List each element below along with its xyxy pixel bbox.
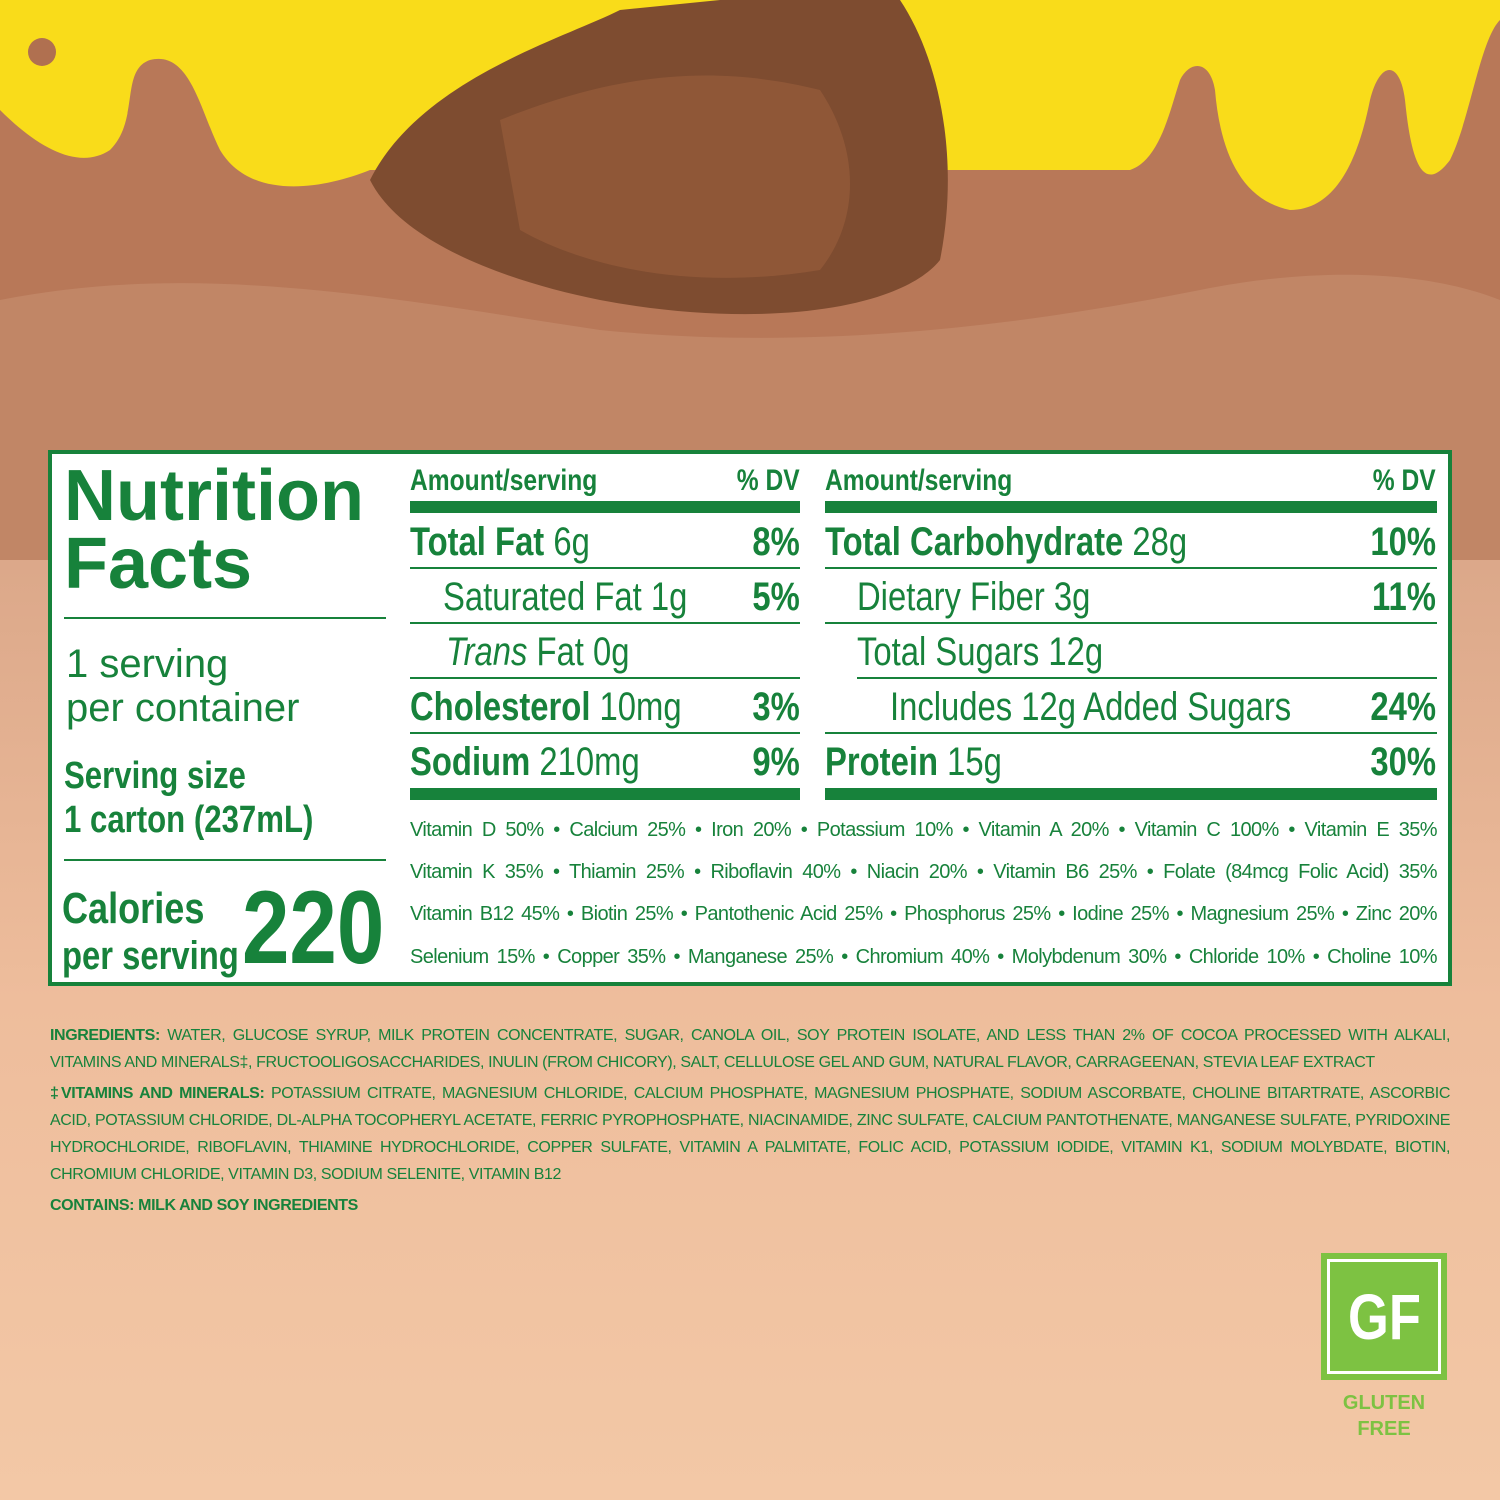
title-line-2: Facts [64,524,253,604]
nutrition-facts-title: Nutrition Facts [64,456,364,604]
calories-value: 220 [242,870,385,986]
dv-saturated-fat: 5% [752,575,800,619]
serving-size: Serving size 1 carton (237mL) [64,754,368,842]
servings-line-2: per container [66,686,300,730]
row-dietary-fiber: Dietary Fiber 3g [857,575,1091,619]
left-header-dv: % DV [737,464,800,497]
row-added-sugars: Includes 12g Added Sugars [890,685,1292,729]
vitamins-line: Vitamin B12 45% • Biotin 25% • Pantothen… [410,903,1438,925]
servings-line-1: 1 serving [66,642,229,686]
ingredients-list: INGREDIENTS: WATER, GLUCOSE SYRUP, MILK … [50,1027,1450,1071]
divider [410,677,800,679]
calories-label-line-2: per serving [62,934,239,978]
row-trans-fat: Trans Fat 0g [446,630,630,674]
row-total-fat: Total Fat 6g [410,520,590,564]
thick-rule [825,501,1437,513]
divider [857,677,1437,679]
left-header-amount: Amount/serving [410,464,598,497]
dv-cholesterol: 3% [752,685,800,729]
divider [410,622,800,624]
dv-added-sugars: 24% [1370,685,1436,729]
thick-rule [825,788,1437,800]
calories-label: Calories per serving [62,886,278,979]
gluten-free-badge-icon: GF [1321,1253,1447,1380]
divider [410,567,800,569]
vitamins-line: Vitamin D 50% • Calcium 25% • Iron 20% •… [410,819,1438,841]
divider [410,732,800,734]
divider [825,567,1437,569]
row-cholesterol: Cholesterol 10mg [410,685,682,729]
vitamins-line: Vitamin K 35% • Thiamin 25% • Riboflavin… [410,861,1438,883]
dv-total-carbohydrate: 10% [1370,520,1436,564]
row-protein: Protein 15g [825,740,1002,784]
badge-line-1: GLUTEN [1342,1392,1426,1414]
badge-line-2: FREE [1357,1418,1411,1440]
row-total-sugars: Total Sugars 12g [857,630,1104,674]
vitamins-minerals-list: ‡VITAMINS AND MINERALS: POTASSIUM CITRAT… [50,1085,1451,1183]
row-sodium: Sodium 210mg [410,740,640,784]
right-header-amount: Amount/serving [825,464,1013,497]
nutrition-facts-panel [48,450,1452,986]
thick-rule [410,788,800,800]
right-header-dv: % DV [1373,464,1436,497]
gluten-free-label: GLUTEN FREE [1321,1390,1447,1442]
vitamins-line: Selenium 15% • Copper 35% • Manganese 25… [410,946,1438,968]
divider [825,732,1437,734]
divider [64,859,386,861]
row-total-carbohydrate: Total Carbohydrate 28g [825,520,1188,564]
serving-size-label: Serving size [64,755,246,797]
dv-dietary-fiber: 11% [1372,575,1436,619]
dv-sodium: 9% [752,740,800,784]
badge-mark: GF [1347,1280,1421,1353]
row-saturated-fat: Saturated Fat 1g [443,575,688,619]
thick-rule [410,501,800,513]
contains-allergens: CONTAINS: MILK AND SOY INGREDIENTS [50,1197,358,1214]
dv-protein: 30% [1370,740,1436,784]
calories-label-line-1: Calories [62,884,205,933]
ingredients-block: INGREDIENTS: WATER, GLUCOSE SYRUP, MILK … [50,1022,1450,1223]
servings-per-container: 1 serving per container [66,642,299,730]
dv-total-fat: 8% [752,520,800,564]
serving-size-value: 1 carton (237mL) [64,799,314,841]
title-line-1: Nutrition [64,456,364,536]
divider [825,622,1437,624]
divider [64,617,386,619]
